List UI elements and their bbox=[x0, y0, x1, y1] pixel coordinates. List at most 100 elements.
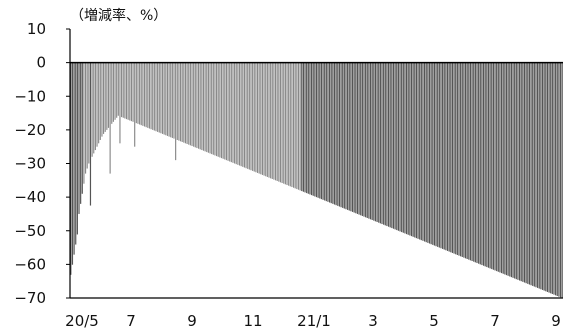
bar bbox=[312, 62, 314, 196]
bar bbox=[96, 62, 98, 147]
bar bbox=[409, 62, 411, 236]
y-axis-ticks: 10 0 −10 −20 −30 −40 −50 −60 −70 bbox=[14, 20, 70, 307]
bar bbox=[553, 62, 555, 295]
bar bbox=[80, 62, 82, 204]
bar bbox=[412, 62, 414, 237]
bar bbox=[302, 62, 304, 192]
bar bbox=[514, 62, 516, 279]
bar bbox=[276, 62, 278, 181]
bar bbox=[551, 62, 553, 294]
bar bbox=[107, 62, 110, 128]
bar bbox=[391, 62, 393, 229]
bar bbox=[83, 62, 85, 184]
bar bbox=[183, 62, 185, 143]
bar bbox=[369, 62, 372, 220]
bar bbox=[386, 62, 388, 227]
bar bbox=[515, 62, 517, 280]
y-tick-label: −40 bbox=[14, 188, 46, 206]
bar bbox=[112, 62, 114, 122]
bar bbox=[124, 62, 126, 119]
bar bbox=[520, 62, 522, 282]
x-tick-label: 7 bbox=[490, 312, 500, 330]
bar bbox=[293, 62, 295, 188]
bar bbox=[445, 62, 447, 251]
bar bbox=[252, 62, 254, 171]
bar bbox=[497, 62, 499, 272]
y-tick-label: −50 bbox=[14, 222, 46, 240]
bar bbox=[479, 62, 481, 265]
bar bbox=[317, 62, 319, 198]
bar bbox=[502, 62, 504, 274]
bar bbox=[260, 62, 262, 175]
bar bbox=[523, 62, 526, 283]
bar bbox=[396, 62, 398, 231]
bar bbox=[374, 62, 377, 222]
bar bbox=[405, 62, 408, 235]
bar bbox=[73, 62, 75, 255]
bar bbox=[93, 62, 95, 154]
bar bbox=[309, 62, 311, 195]
bar bbox=[319, 62, 321, 199]
x-axis-ticks: 20/5 7 9 11 21/1 3 5 7 9 bbox=[65, 312, 561, 330]
bar bbox=[476, 62, 478, 264]
bar bbox=[91, 62, 93, 157]
bar bbox=[365, 62, 367, 218]
bar bbox=[103, 62, 105, 134]
bar bbox=[148, 62, 151, 129]
bar bbox=[545, 62, 547, 292]
bar bbox=[234, 62, 236, 164]
bar bbox=[98, 62, 100, 144]
bar bbox=[104, 62, 106, 132]
bar bbox=[463, 62, 465, 258]
bar bbox=[410, 62, 413, 237]
bar bbox=[132, 62, 134, 122]
bar bbox=[440, 62, 442, 249]
bar bbox=[407, 62, 409, 235]
bar bbox=[130, 62, 132, 122]
bar bbox=[402, 62, 404, 233]
bar bbox=[297, 62, 300, 190]
bar bbox=[320, 62, 323, 200]
bar bbox=[546, 62, 549, 292]
bar bbox=[401, 62, 403, 233]
bar bbox=[116, 62, 118, 118]
bar bbox=[332, 62, 334, 204]
bar bbox=[468, 62, 470, 260]
bar bbox=[193, 62, 195, 147]
bar bbox=[363, 62, 365, 217]
bar bbox=[414, 62, 416, 238]
bar bbox=[500, 62, 503, 274]
bar bbox=[296, 62, 298, 190]
bar bbox=[550, 62, 552, 294]
bar bbox=[481, 62, 483, 266]
bar bbox=[81, 62, 83, 194]
x-tick-label: 7 bbox=[126, 312, 136, 330]
bar bbox=[478, 62, 480, 264]
bar bbox=[214, 62, 216, 156]
x-tick-label: 9 bbox=[551, 312, 561, 330]
bar bbox=[76, 62, 78, 235]
bar bbox=[270, 62, 272, 179]
bar bbox=[433, 62, 436, 246]
bar bbox=[247, 62, 249, 169]
bar bbox=[202, 62, 205, 151]
bar bbox=[140, 62, 142, 126]
bar bbox=[163, 62, 165, 135]
bar bbox=[329, 62, 331, 203]
bar bbox=[322, 62, 324, 200]
y-tick-label: 0 bbox=[36, 54, 46, 72]
bar bbox=[356, 62, 359, 214]
bar bbox=[432, 62, 434, 245]
bar bbox=[71, 62, 74, 265]
bar bbox=[84, 62, 87, 174]
bars-group bbox=[70, 62, 563, 299]
bar bbox=[153, 62, 155, 131]
bar bbox=[117, 62, 119, 116]
bar bbox=[261, 62, 264, 175]
bar bbox=[448, 62, 450, 252]
bar bbox=[217, 62, 219, 157]
bar bbox=[178, 62, 180, 141]
bar bbox=[127, 62, 129, 120]
bar bbox=[160, 62, 162, 134]
bar bbox=[509, 62, 511, 277]
